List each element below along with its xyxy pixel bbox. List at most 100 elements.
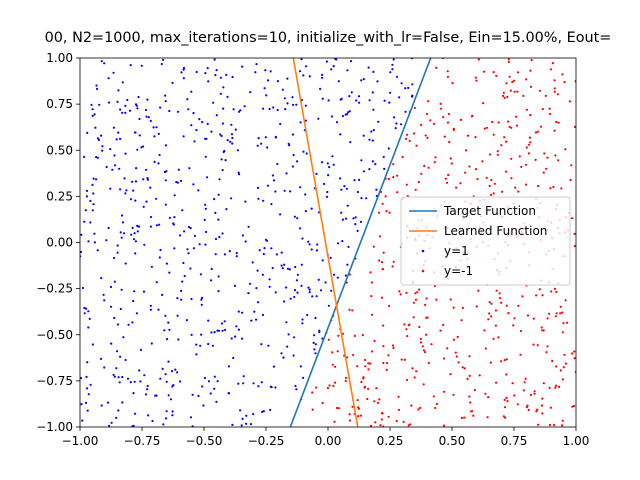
point-positive <box>325 195 329 198</box>
point-positive <box>257 301 260 304</box>
point-positive <box>190 333 193 336</box>
point-negative <box>382 251 385 254</box>
point-positive <box>215 114 218 117</box>
legend-item-negative: y=-1 <box>421 264 473 278</box>
point-positive <box>136 107 139 110</box>
point-negative <box>311 391 314 394</box>
y-tick-label: 0.25 <box>46 189 73 203</box>
point-positive <box>274 386 277 389</box>
point-positive <box>359 220 363 223</box>
point-negative <box>511 80 514 84</box>
point-positive <box>113 164 117 167</box>
point-negative <box>449 298 452 301</box>
point-negative <box>443 390 446 393</box>
point-negative <box>334 381 337 384</box>
point-positive <box>176 371 179 374</box>
point-positive <box>120 214 124 217</box>
point-negative <box>446 121 449 124</box>
point-positive <box>229 140 232 143</box>
point-negative <box>439 329 442 332</box>
point-positive <box>190 90 193 93</box>
point-positive <box>270 203 273 206</box>
point-positive <box>187 252 190 255</box>
point-negative <box>466 377 469 380</box>
point-positive <box>250 319 253 322</box>
point-positive <box>326 162 329 165</box>
point-positive <box>147 116 150 119</box>
point-positive <box>107 101 111 104</box>
point-negative <box>362 376 365 379</box>
point-negative <box>502 91 505 94</box>
point-positive <box>271 267 274 270</box>
point-negative <box>496 150 499 153</box>
point-positive <box>365 197 368 200</box>
point-negative <box>511 382 514 385</box>
point-negative <box>351 405 354 408</box>
point-positive <box>225 208 228 211</box>
point-positive <box>329 256 332 259</box>
point-positive <box>395 122 398 125</box>
point-positive <box>139 380 142 383</box>
point-positive <box>84 209 87 212</box>
point-positive <box>96 156 99 159</box>
point-negative <box>475 305 478 308</box>
point-positive <box>118 381 121 384</box>
point-negative <box>571 405 574 408</box>
point-negative <box>335 406 339 410</box>
point-positive <box>239 409 242 412</box>
point-negative <box>502 415 505 418</box>
point-positive <box>400 82 403 85</box>
point-positive <box>124 104 127 107</box>
point-positive <box>249 423 253 426</box>
point-positive <box>168 216 171 219</box>
point-negative <box>440 107 443 110</box>
point-negative <box>507 60 510 64</box>
point-positive <box>119 108 122 111</box>
point-negative <box>461 306 464 309</box>
point-positive <box>132 189 135 192</box>
point-negative <box>442 357 446 360</box>
point-positive <box>341 115 344 118</box>
point-positive <box>407 86 410 89</box>
point-negative <box>427 361 430 365</box>
legend-label: Target Function <box>443 204 536 218</box>
point-positive <box>150 265 153 268</box>
point-positive <box>107 401 110 404</box>
point-positive <box>313 334 316 337</box>
point-positive <box>158 153 161 157</box>
y-tick-label: −0.75 <box>36 374 73 388</box>
point-positive <box>296 160 299 163</box>
point-negative <box>333 420 336 423</box>
legend-box <box>400 196 571 286</box>
point-positive <box>368 168 371 171</box>
point-positive <box>187 108 190 111</box>
point-positive <box>135 312 138 315</box>
point-negative <box>328 384 331 387</box>
y-tick-label: −1.00 <box>36 420 73 434</box>
point-positive <box>292 354 295 357</box>
point-positive <box>105 239 108 242</box>
point-positive <box>137 95 140 99</box>
point-positive <box>307 240 310 243</box>
point-negative <box>520 165 523 168</box>
point-negative <box>332 384 335 388</box>
point-positive <box>231 423 234 426</box>
point-positive <box>247 225 250 228</box>
point-negative <box>405 291 408 294</box>
point-negative <box>433 161 436 164</box>
point-positive <box>120 236 123 239</box>
point-negative <box>380 411 383 415</box>
point-positive <box>165 417 168 420</box>
point-positive <box>147 414 150 417</box>
point-negative <box>391 344 395 347</box>
point-positive <box>163 329 166 332</box>
point-positive <box>287 333 290 336</box>
point-positive <box>274 291 277 294</box>
point-positive <box>93 232 96 235</box>
point-negative <box>510 157 513 160</box>
point-positive <box>126 377 130 380</box>
point-positive <box>346 204 349 207</box>
point-positive <box>162 423 165 426</box>
point-positive <box>155 281 158 284</box>
point-negative <box>442 323 445 326</box>
